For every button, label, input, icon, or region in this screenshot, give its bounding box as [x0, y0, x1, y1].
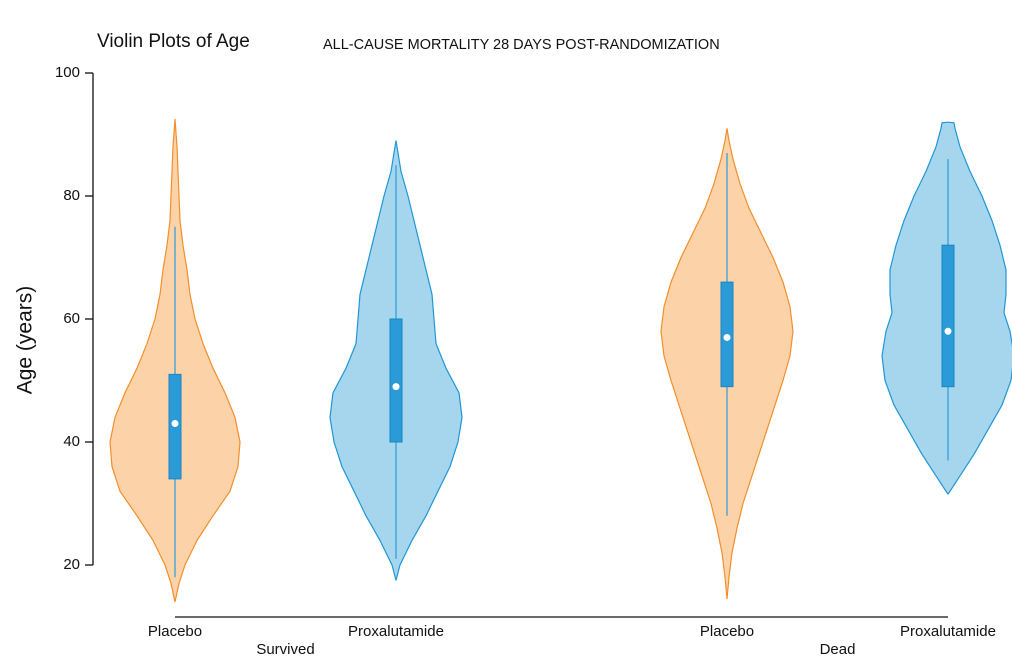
y-tick-label: 20: [63, 556, 80, 573]
group-label: Survived: [256, 641, 314, 658]
median-dot: [723, 333, 731, 341]
violin-left: [109, 119, 176, 603]
chart-subtitle: ALL-CAUSE MORTALITY 28 DAYS POST-RANDOMI…: [323, 37, 720, 53]
y-tick-label: 60: [63, 310, 80, 327]
violin-right: [174, 119, 241, 603]
y-tick-label: 40: [63, 433, 80, 450]
median-dot: [944, 327, 952, 335]
x-tick-label: Proxalutamide: [900, 623, 996, 640]
violin-right: [395, 140, 463, 581]
x-tick-label: Placebo: [148, 623, 202, 640]
violin-left: [660, 128, 728, 599]
violin-right: [726, 128, 794, 599]
y-axis-label: Age (years): [14, 286, 37, 395]
violin-right: [947, 121, 1012, 495]
violin-left: [881, 121, 949, 495]
violin-left: [329, 140, 397, 581]
median-dot: [171, 420, 179, 428]
box: [389, 318, 403, 443]
box: [941, 244, 955, 388]
group-label: Dead: [820, 641, 856, 658]
x-tick-label: Proxalutamide: [348, 623, 444, 640]
x-tick-label: Placebo: [700, 623, 754, 640]
y-tick-label: 100: [55, 64, 80, 81]
y-tick-label: 80: [63, 187, 80, 204]
median-dot: [392, 383, 400, 391]
chart-title: Violin Plots of Age: [97, 31, 250, 52]
